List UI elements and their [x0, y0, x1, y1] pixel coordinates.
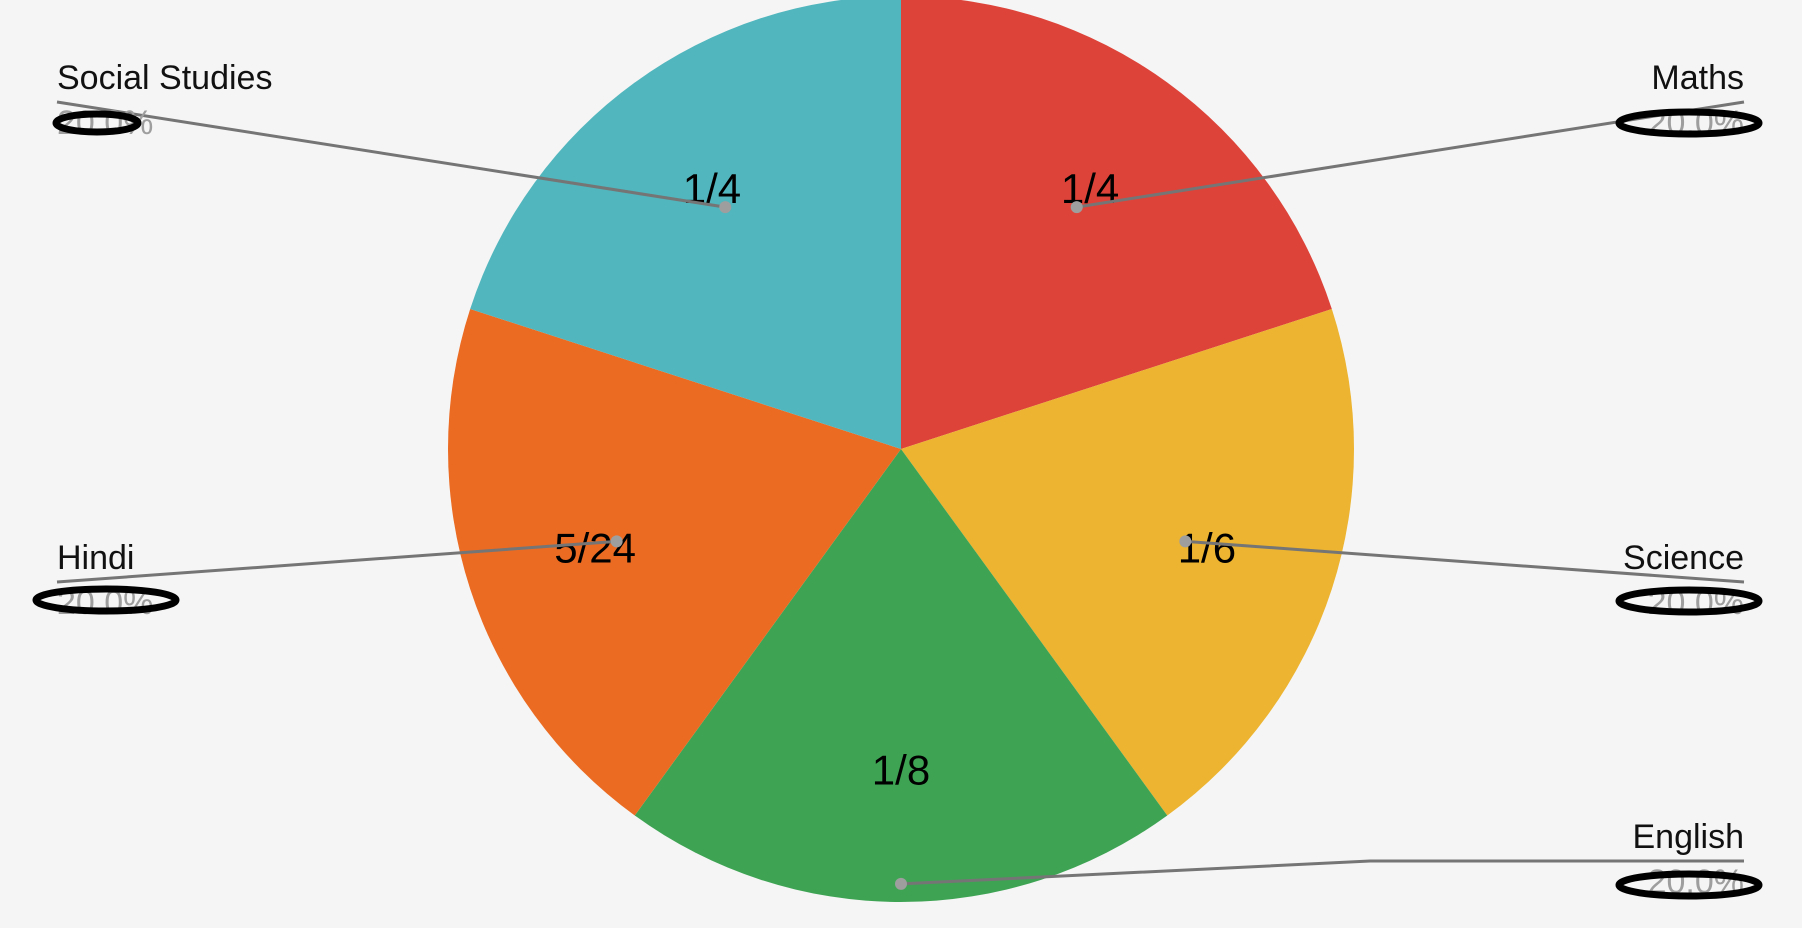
leader-dot-social-studies [719, 201, 732, 214]
leader-line-social-studies [56, 100, 726, 209]
slice-value-label-english: 1/8 [872, 747, 930, 794]
scribble-mark-science [1615, 586, 1763, 616]
category-label-hindi: Hindi [57, 539, 134, 577]
category-label-maths: Maths [1651, 59, 1744, 97]
leader-dot-maths [1070, 201, 1083, 214]
category-label-science: Science [1623, 539, 1744, 577]
leader-dot-english [895, 877, 907, 890]
slice-value-labels: 1/41/61/85/241/4 [554, 165, 1236, 794]
leader-line-english [900, 859, 1744, 886]
scribble-mark-social-studies [52, 110, 142, 136]
pie-slice-science [901, 309, 1354, 816]
scribble-mark-maths [1615, 108, 1763, 138]
category-label-english: English [1632, 818, 1744, 856]
pie-slice-social-studies [470, 0, 901, 449]
scribble-mark-english [1615, 870, 1763, 900]
slice-value-label-science: 1/6 [1178, 524, 1236, 571]
slice-value-label-hindi: 5/24 [554, 524, 636, 571]
leader-dot-science [1179, 535, 1192, 548]
leader-dot-hindi [610, 535, 623, 548]
pie-slice-english [634, 449, 1168, 902]
pie-slice-hindi [447, 309, 901, 816]
leader-lines [56, 100, 1745, 890]
leader-line-science [1185, 539, 1745, 584]
pie-slice-maths [901, 0, 1332, 449]
leader-line-hindi [56, 539, 617, 584]
pie-slices [447, 0, 1354, 902]
category-label-social-studies: Social Studies [57, 59, 272, 97]
scribble-mark-hindi [32, 585, 180, 615]
